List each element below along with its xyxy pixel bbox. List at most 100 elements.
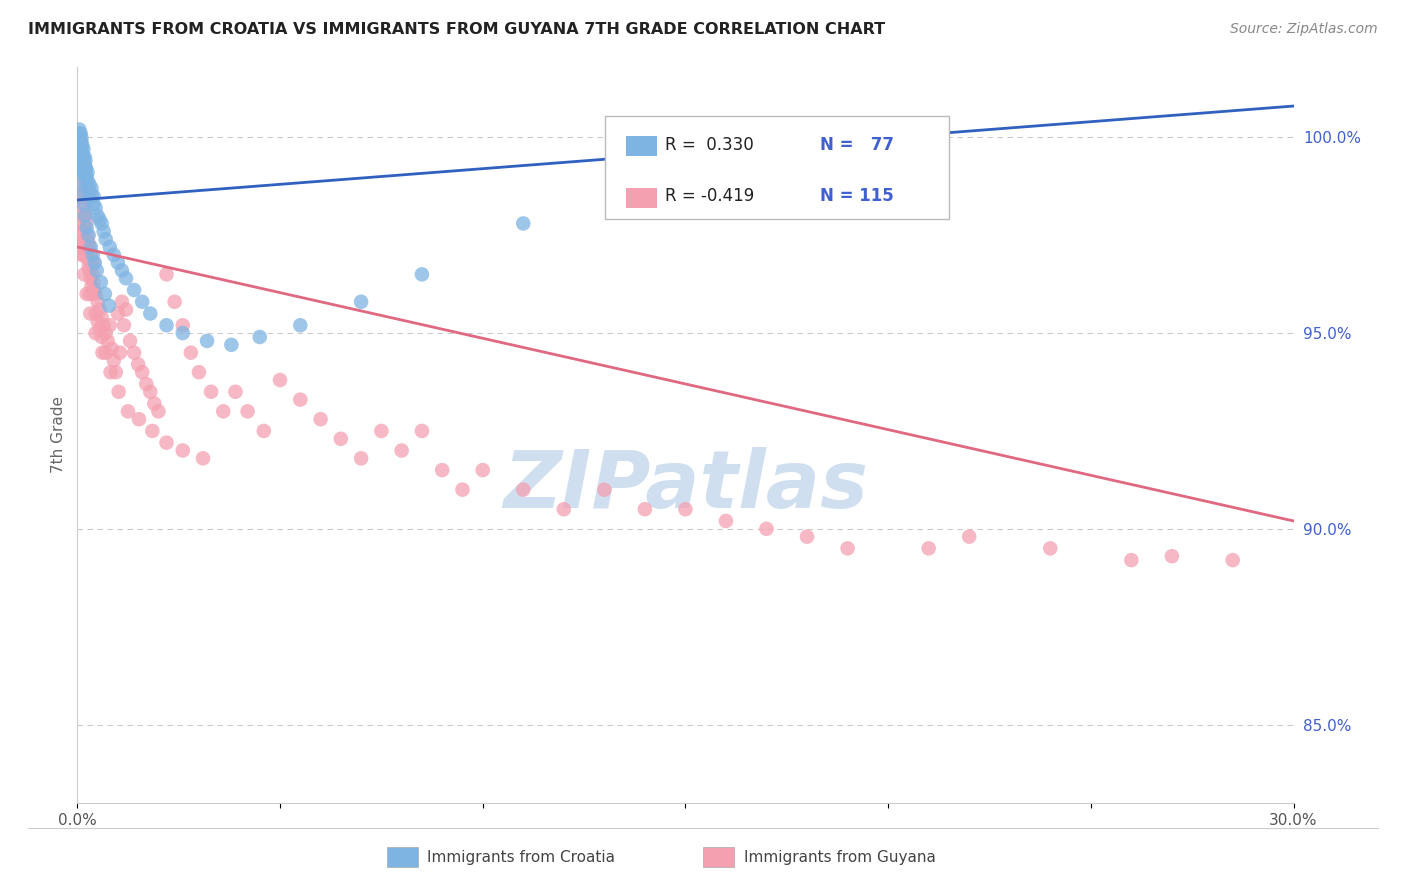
Point xyxy=(89,322,111,336)
Point xyxy=(70,189,93,203)
Point xyxy=(67,217,90,231)
Point xyxy=(117,404,139,418)
Point xyxy=(79,185,101,199)
Point xyxy=(269,373,291,387)
Point xyxy=(80,255,103,269)
Point xyxy=(83,275,105,289)
Point xyxy=(93,318,115,333)
Point xyxy=(70,240,93,254)
Text: Immigrants from Guyana: Immigrants from Guyana xyxy=(744,850,935,864)
Point xyxy=(103,353,125,368)
Point xyxy=(200,384,222,399)
Point xyxy=(79,287,101,301)
Point xyxy=(75,161,97,176)
Point xyxy=(90,275,112,289)
Point xyxy=(111,263,134,277)
Point xyxy=(79,306,101,320)
Point xyxy=(79,178,101,192)
Point xyxy=(191,451,214,466)
Point xyxy=(98,318,121,333)
Y-axis label: 7th Grade: 7th Grade xyxy=(51,396,66,474)
Point xyxy=(104,365,127,379)
Point xyxy=(79,240,101,254)
Point xyxy=(69,178,91,192)
Point xyxy=(155,318,177,333)
Point xyxy=(67,127,90,141)
Point xyxy=(86,294,108,309)
Point xyxy=(79,263,101,277)
Point xyxy=(94,287,117,301)
Point xyxy=(172,326,194,340)
Point xyxy=(350,294,373,309)
Point xyxy=(73,268,96,282)
Point xyxy=(430,463,453,477)
Point xyxy=(290,318,312,333)
Point xyxy=(593,483,616,497)
Point xyxy=(76,181,98,195)
Point xyxy=(391,443,413,458)
Point xyxy=(172,318,194,333)
Point xyxy=(72,185,94,199)
Point xyxy=(93,224,115,238)
Point xyxy=(80,271,103,285)
Point xyxy=(80,279,103,293)
Point xyxy=(101,342,124,356)
Point xyxy=(84,306,107,320)
Point xyxy=(75,161,97,176)
Point xyxy=(107,255,129,269)
Point xyxy=(67,130,90,145)
Point xyxy=(72,209,94,223)
Point xyxy=(83,283,105,297)
Point xyxy=(72,185,94,199)
Point xyxy=(77,228,100,243)
Point xyxy=(75,189,97,203)
Point xyxy=(70,169,93,184)
Point xyxy=(86,314,108,328)
Text: R =  0.330: R = 0.330 xyxy=(665,136,754,153)
Point xyxy=(957,530,980,544)
Point xyxy=(70,197,93,211)
Point xyxy=(139,306,162,320)
Point xyxy=(451,483,474,497)
Point xyxy=(83,255,105,269)
Point xyxy=(73,197,96,211)
Point xyxy=(82,268,104,282)
Point xyxy=(70,173,93,187)
Point xyxy=(512,483,534,497)
Point xyxy=(918,541,941,556)
Point xyxy=(163,294,186,309)
Point xyxy=(89,212,111,227)
Point xyxy=(411,268,433,282)
Point xyxy=(837,541,859,556)
Point xyxy=(1161,549,1184,564)
Point xyxy=(80,240,103,254)
Point xyxy=(249,330,271,344)
Point xyxy=(127,358,149,372)
Point xyxy=(172,443,194,458)
Point xyxy=(76,165,98,179)
Point xyxy=(195,334,218,348)
Point xyxy=(75,169,97,184)
Point xyxy=(69,127,91,141)
Point xyxy=(69,134,91,148)
Point xyxy=(553,502,575,516)
Point xyxy=(70,158,93,172)
Point xyxy=(86,263,108,277)
Point xyxy=(76,173,98,187)
Point xyxy=(75,153,97,168)
Point xyxy=(75,232,97,246)
Point xyxy=(70,228,93,243)
Point xyxy=(118,334,141,348)
Point xyxy=(122,345,145,359)
Point xyxy=(77,260,100,274)
Point xyxy=(70,153,93,168)
Point xyxy=(253,424,276,438)
Point xyxy=(411,424,433,438)
Point xyxy=(100,365,122,379)
Point xyxy=(714,514,737,528)
Text: ZIPatlas: ZIPatlas xyxy=(503,448,868,525)
Point xyxy=(97,334,120,348)
Point xyxy=(75,209,97,223)
Point xyxy=(70,161,93,176)
Point xyxy=(139,384,162,399)
